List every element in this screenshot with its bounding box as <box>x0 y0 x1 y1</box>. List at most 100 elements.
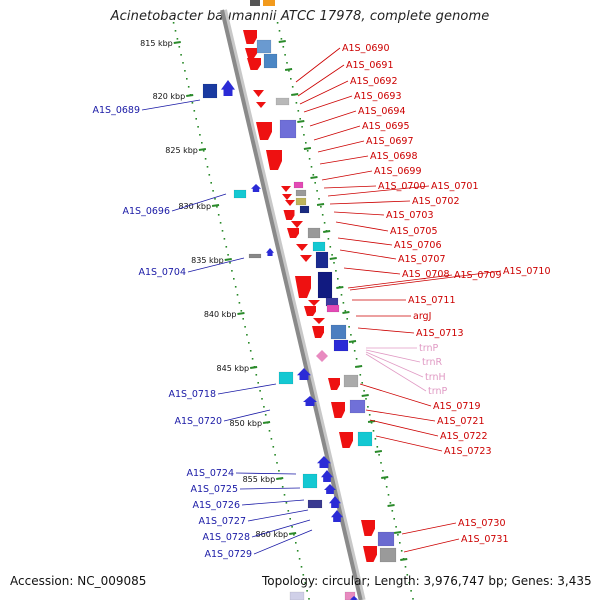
gene-label: A1S_0699 <box>374 166 422 177</box>
kbp-tick-label: 860 kbp <box>256 530 289 539</box>
gene-block <box>279 119 297 139</box>
reverse-gene-arrow <box>350 596 358 600</box>
gene-label: argJ <box>413 311 431 322</box>
kbp-tick-label: 835 kbp <box>191 256 224 265</box>
ruler-minor-tick <box>387 504 395 507</box>
gene-block <box>263 53 278 69</box>
forward-gene-arrow <box>331 402 345 418</box>
label-leader-line <box>187 257 245 273</box>
gene-block <box>293 181 304 189</box>
gene-label: A1S_0724 <box>187 468 235 479</box>
kbp-tick-label: 845 kbp <box>217 364 250 373</box>
gene-label: A1S_0713 <box>416 328 464 339</box>
gene-block <box>302 473 318 489</box>
forward-gene-arrow <box>296 244 308 251</box>
label-leader-line <box>375 435 443 452</box>
ruler-layer: 815 kbp 820 kbp 825 kbp 830 kbp 835 kbp 840 k… <box>140 22 414 600</box>
ruler-tick <box>393 531 402 534</box>
gene-block <box>330 324 347 340</box>
forward-gene-arrow <box>361 520 375 536</box>
label-leader-line <box>357 327 415 334</box>
gene-block <box>289 591 305 600</box>
reverse-gene-arrow <box>331 510 343 522</box>
gene-label: A1S_0707 <box>398 254 446 265</box>
gene-label: A1S_0708 <box>402 269 450 280</box>
kbp-tick-label: 815 kbp <box>140 39 173 48</box>
reverse-gene-arrow <box>303 396 317 406</box>
forward-gene-arrow <box>266 150 282 170</box>
ruler-minor-tick <box>336 286 344 289</box>
ruler-tick <box>211 204 220 207</box>
label-leader-line <box>295 47 341 83</box>
ruler-minor-tick <box>374 450 383 453</box>
label-leader-line <box>299 80 349 105</box>
gene-label: A1S_0696 <box>123 206 171 217</box>
gene-block <box>263 0 275 6</box>
gene-label: A1S_0691 <box>346 60 394 71</box>
label-leader-line <box>241 499 305 506</box>
label-leader-line <box>321 170 373 181</box>
label-leader-line <box>339 249 397 260</box>
label-leaders-layer <box>141 47 502 555</box>
gene-block <box>233 189 247 199</box>
label-leader-line <box>253 529 313 555</box>
gene-block <box>248 253 262 259</box>
genome-title: Acinetobacter baumannii ATCC 17978, comp… <box>110 9 490 24</box>
gene-label: A1S_0719 <box>433 401 481 412</box>
forward-gene-arrow <box>363 546 377 562</box>
gene-block <box>377 531 395 547</box>
ruler-tick <box>329 257 337 260</box>
label-leader-line <box>347 274 453 289</box>
gene-block <box>333 339 349 352</box>
gene-label: A1S_0709 <box>454 270 502 281</box>
label-leader-line <box>251 519 311 538</box>
label-leader-line <box>223 409 271 422</box>
label-leader-line <box>171 193 227 212</box>
gene-block <box>357 431 373 447</box>
ruler-tick <box>276 477 284 480</box>
forward-gene-arrow <box>283 210 295 220</box>
reverse-gene-arrow <box>324 484 336 494</box>
gene-block <box>343 374 359 388</box>
ruler-tick <box>303 147 312 150</box>
forward-gene-arrow <box>295 276 311 298</box>
ruler-dotted-strand <box>276 22 414 600</box>
gene-label: A1S_0702 <box>412 196 460 207</box>
forward-gene-arrow <box>300 255 312 262</box>
label-leader-line <box>333 211 385 216</box>
ruler-tick <box>237 312 245 315</box>
forward-gene-arrow <box>312 326 324 338</box>
gene-block <box>349 399 366 414</box>
ruler-tick <box>262 421 271 424</box>
ruler-tick <box>198 148 207 151</box>
gene-label: A1S_0728 <box>203 532 251 543</box>
ruler-minor-tick <box>310 176 318 179</box>
trna-marker <box>316 350 328 362</box>
gene-label: A1S_0700 <box>378 181 426 192</box>
label-leader-line <box>141 99 201 111</box>
gene-block <box>295 197 307 206</box>
label-leader-line <box>217 383 277 395</box>
kbp-tick-label: 855 kbp <box>243 475 276 484</box>
ruler-minor-tick <box>284 68 293 71</box>
kbp-tick-label: 850 kbp <box>229 419 262 428</box>
forward-gene-arrow <box>243 30 257 44</box>
gene-label: A1S_0723 <box>444 446 492 457</box>
gene-block <box>326 304 340 313</box>
reverse-gene-arrow <box>329 496 341 508</box>
label-leader-line <box>365 349 421 363</box>
reverse-gene-arrow <box>266 248 274 256</box>
gene-label: A1S_0694 <box>358 106 406 117</box>
forward-gene-arrow <box>256 102 266 108</box>
forward-gene-arrow <box>253 90 264 97</box>
forward-gene-arrow <box>285 200 295 206</box>
ruler-tick <box>316 203 325 206</box>
ruler-tick <box>278 40 286 43</box>
ruler-tick <box>173 41 181 44</box>
kbp-tick-label: 830 kbp <box>178 202 211 211</box>
gene-block <box>379 547 397 563</box>
forward-gene-arrow <box>339 432 353 448</box>
ruler-tick <box>249 366 258 369</box>
forward-gene-arrow <box>291 221 303 228</box>
